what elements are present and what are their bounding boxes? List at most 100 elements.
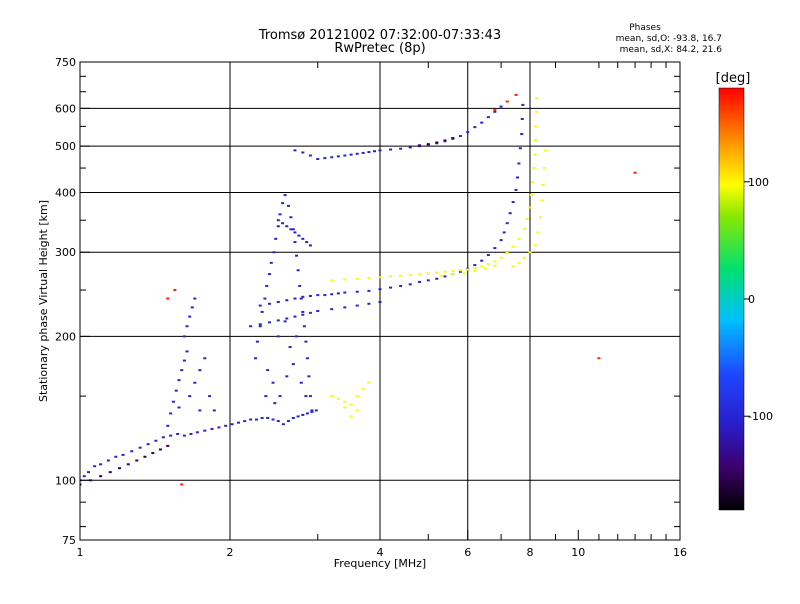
data-point xyxy=(330,293,334,296)
data-point xyxy=(260,416,264,419)
colorbar-tick-label: 0 xyxy=(748,293,755,306)
data-point xyxy=(269,261,273,264)
data-point xyxy=(458,135,462,138)
data-point xyxy=(188,315,192,318)
data-point xyxy=(99,475,103,478)
data-point xyxy=(389,148,393,151)
data-point xyxy=(336,397,340,400)
data-point xyxy=(161,436,165,439)
data-point xyxy=(480,259,484,262)
data-point xyxy=(367,151,371,154)
data-point xyxy=(531,181,535,184)
data-point xyxy=(511,245,515,248)
stats-heading: Phases xyxy=(629,23,661,33)
data-point xyxy=(138,446,142,449)
data-point xyxy=(451,137,455,140)
data-point xyxy=(480,121,484,124)
data-point xyxy=(483,267,487,270)
data-point xyxy=(539,216,543,219)
data-point xyxy=(443,139,447,142)
data-point xyxy=(93,465,97,468)
data-point xyxy=(443,270,447,273)
data-point xyxy=(286,204,290,207)
x-tick-label: 6 xyxy=(464,546,471,559)
data-point xyxy=(355,409,359,412)
data-point xyxy=(399,274,403,277)
data-point xyxy=(173,289,177,292)
data-point xyxy=(176,432,180,435)
data-point xyxy=(283,320,287,323)
data-point xyxy=(367,276,371,279)
data-point xyxy=(542,167,546,170)
data-point xyxy=(473,267,477,270)
data-point xyxy=(299,381,303,384)
data-point xyxy=(299,297,303,300)
colorbar-tick-label: 100 xyxy=(748,176,769,189)
data-point xyxy=(367,381,371,384)
data-point xyxy=(330,308,334,311)
data-point xyxy=(301,237,305,240)
data-point xyxy=(291,228,295,231)
data-point xyxy=(408,146,412,149)
data-point xyxy=(273,402,277,405)
data-point xyxy=(466,268,470,271)
data-point xyxy=(177,406,181,409)
data-point xyxy=(135,459,139,462)
data-point xyxy=(532,167,536,170)
data-point xyxy=(534,110,538,113)
data-point xyxy=(193,297,197,300)
data-point xyxy=(378,301,382,304)
data-point xyxy=(517,162,521,165)
data-point xyxy=(285,317,289,320)
data-point xyxy=(343,406,347,409)
data-point xyxy=(389,275,393,278)
data-point xyxy=(458,270,462,273)
data-point xyxy=(130,450,134,453)
data-point xyxy=(543,149,547,152)
data-point xyxy=(291,416,295,419)
data-point xyxy=(86,471,90,474)
data-point xyxy=(486,116,490,119)
data-point xyxy=(308,294,312,297)
data-point xyxy=(267,321,271,324)
data-point xyxy=(316,158,320,161)
data-point xyxy=(505,222,509,225)
data-point xyxy=(295,254,299,257)
data-point xyxy=(408,273,412,276)
data-point xyxy=(451,273,455,276)
data-point xyxy=(540,199,544,202)
data-point xyxy=(451,270,455,273)
data-point xyxy=(99,463,103,466)
plot-frame xyxy=(79,61,681,541)
chart-title: Tromsø 20121002 07:32:00-07:33:43 xyxy=(258,28,501,43)
data-point xyxy=(533,139,537,142)
data-point xyxy=(541,183,545,186)
data-point xyxy=(533,244,537,247)
data-point xyxy=(293,231,297,234)
data-point xyxy=(255,340,259,343)
data-point xyxy=(493,260,497,263)
data-point xyxy=(408,283,412,286)
data-point xyxy=(198,409,202,412)
data-point xyxy=(169,434,173,437)
data-point xyxy=(166,424,170,427)
points-layer xyxy=(80,93,637,486)
data-point xyxy=(520,133,524,136)
data-point xyxy=(295,335,299,338)
data-point xyxy=(301,310,305,313)
data-point xyxy=(308,395,312,398)
data-point xyxy=(349,403,353,406)
data-point xyxy=(499,239,503,242)
data-point xyxy=(272,251,276,254)
data-point xyxy=(308,154,312,157)
data-point xyxy=(198,369,202,372)
data-point xyxy=(308,244,312,247)
data-point xyxy=(230,423,234,426)
data-point xyxy=(525,218,529,221)
data-point xyxy=(523,256,527,259)
ticks-layer: 1 2 4 6 8 10 16 75 100 200 300 400 500 600 750 xyxy=(55,56,687,559)
data-point xyxy=(308,311,312,314)
data-point xyxy=(278,213,282,216)
data-point xyxy=(316,294,320,297)
data-point xyxy=(343,278,347,281)
